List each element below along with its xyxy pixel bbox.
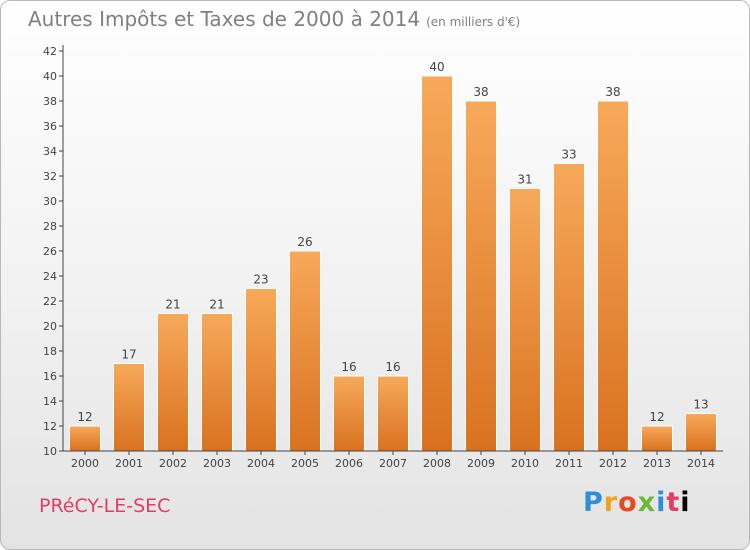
x-tick-label: 2014 [687, 457, 715, 470]
x-tick-label: 2007 [379, 457, 407, 470]
data-label: 38 [473, 85, 488, 99]
logo-letter: x [637, 487, 657, 518]
y-tick-label: 14 [43, 395, 57, 408]
bar [509, 188, 541, 452]
data-label: 17 [121, 348, 136, 362]
logo-letter: o [618, 487, 638, 518]
bar [377, 375, 409, 452]
bar [333, 375, 365, 452]
bar [421, 75, 453, 452]
y-tick-label: 26 [43, 245, 57, 258]
bars-group: 12 17 21 21 23 26 16 16 40 38 31 33 38 12 13 [69, 60, 717, 452]
y-tick-label: 16 [43, 370, 57, 383]
y-tick-label: 12 [43, 420, 57, 433]
bar [69, 425, 101, 452]
data-label: 31 [517, 173, 532, 187]
y-tick-label: 24 [43, 270, 57, 283]
x-tick-label: 2000 [71, 457, 99, 470]
data-label: 38 [605, 85, 620, 99]
logo-letter: r [603, 487, 619, 518]
data-label: 12 [649, 410, 664, 424]
logo-letter: i [656, 487, 667, 518]
data-label: 16 [385, 360, 400, 374]
x-tick-label: 2013 [643, 457, 671, 470]
logo-letter: t [666, 487, 681, 518]
x-tick-label: 2008 [423, 457, 451, 470]
bar [157, 313, 189, 452]
x-tick-label: 2004 [247, 457, 275, 470]
data-label: 33 [561, 148, 576, 162]
bar [641, 425, 673, 452]
x-tick-label: 2003 [203, 457, 231, 470]
data-label: 12 [77, 410, 92, 424]
y-tick-label: 20 [43, 320, 57, 333]
y-tick-label: 34 [43, 145, 57, 158]
bar [289, 250, 321, 452]
bar [245, 288, 277, 452]
bar [465, 100, 497, 452]
bar [553, 163, 585, 452]
x-tick-label: 2002 [159, 457, 187, 470]
chart-title-text: Autres Impôts et Taxes de 2000 à 2014 [28, 7, 421, 31]
axes-group: 10 12 14 16 18 20 22 24 26 28 30 32 34 36 38 40 42 2000 20… [43, 45, 723, 470]
bar [201, 313, 233, 452]
y-tick-label: 38 [43, 95, 57, 108]
chart-title: Autres Impôts et Taxes de 2000 à 2014 (en… [28, 7, 520, 31]
y-tick-label: 28 [43, 220, 57, 233]
y-tick-label: 36 [43, 120, 57, 133]
bar [113, 363, 145, 452]
y-tick-label: 22 [43, 295, 57, 308]
x-tick-label: 2009 [467, 457, 495, 470]
data-label: 13 [693, 398, 708, 412]
data-label: 21 [209, 298, 224, 312]
chart-subtitle: (en milliers d'€) [426, 15, 521, 29]
x-tick-label: 2005 [291, 457, 319, 470]
x-tick-label: 2006 [335, 457, 363, 470]
x-tick-label: 2011 [555, 457, 583, 470]
data-label: 21 [165, 298, 180, 312]
x-tick-label: 2012 [599, 457, 627, 470]
town-name: PRéCY-LE-SEC [39, 495, 171, 517]
y-tick-label: 40 [43, 70, 57, 83]
data-label: 23 [253, 273, 268, 287]
proxiti-logo: Proxiti [583, 487, 691, 518]
data-label: 40 [429, 60, 444, 74]
x-tick-label: 2010 [511, 457, 539, 470]
y-tick-label: 10 [43, 445, 57, 458]
bar [685, 413, 717, 452]
y-tick-label: 32 [43, 170, 57, 183]
y-tick-label: 42 [43, 45, 57, 58]
y-tick-label: 30 [43, 195, 57, 208]
y-tick-label: 18 [43, 345, 57, 358]
data-label: 26 [297, 235, 312, 249]
x-tick-label: 2001 [115, 457, 143, 470]
bar [597, 100, 629, 452]
data-label: 16 [341, 360, 356, 374]
logo-letter: i [680, 487, 691, 518]
logo-letter: P [583, 487, 604, 518]
